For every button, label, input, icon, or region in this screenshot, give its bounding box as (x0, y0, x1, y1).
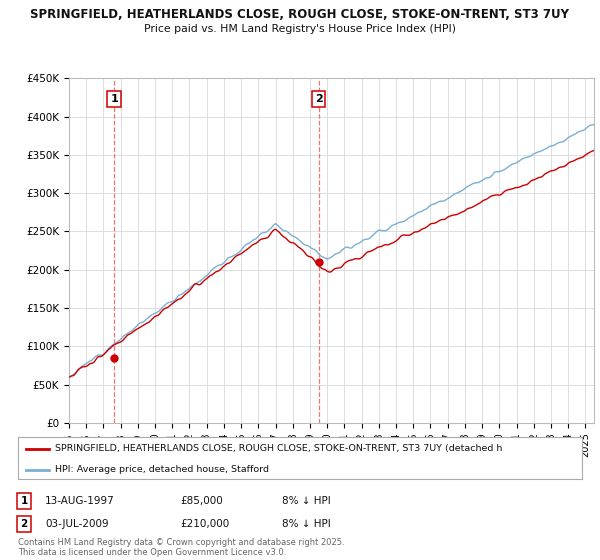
Text: £85,000: £85,000 (180, 496, 223, 506)
Text: 8% ↓ HPI: 8% ↓ HPI (282, 496, 331, 506)
Text: 8% ↓ HPI: 8% ↓ HPI (282, 519, 331, 529)
Text: 03-JUL-2009: 03-JUL-2009 (45, 519, 109, 529)
Text: SPRINGFIELD, HEATHERLANDS CLOSE, ROUGH CLOSE, STOKE-ON-TRENT, ST3 7UY: SPRINGFIELD, HEATHERLANDS CLOSE, ROUGH C… (31, 8, 569, 21)
Text: Contains HM Land Registry data © Crown copyright and database right 2025.
This d: Contains HM Land Registry data © Crown c… (18, 538, 344, 557)
Text: 2: 2 (315, 94, 322, 104)
Text: HPI: Average price, detached house, Stafford: HPI: Average price, detached house, Staf… (55, 465, 269, 474)
Text: Price paid vs. HM Land Registry's House Price Index (HPI): Price paid vs. HM Land Registry's House … (144, 24, 456, 34)
Text: SPRINGFIELD, HEATHERLANDS CLOSE, ROUGH CLOSE, STOKE-ON-TRENT, ST3 7UY (detached : SPRINGFIELD, HEATHERLANDS CLOSE, ROUGH C… (55, 444, 502, 453)
Text: £210,000: £210,000 (180, 519, 229, 529)
Text: 13-AUG-1997: 13-AUG-1997 (45, 496, 115, 506)
Text: 2: 2 (20, 519, 28, 529)
Text: 1: 1 (20, 496, 28, 506)
Text: 1: 1 (110, 94, 118, 104)
